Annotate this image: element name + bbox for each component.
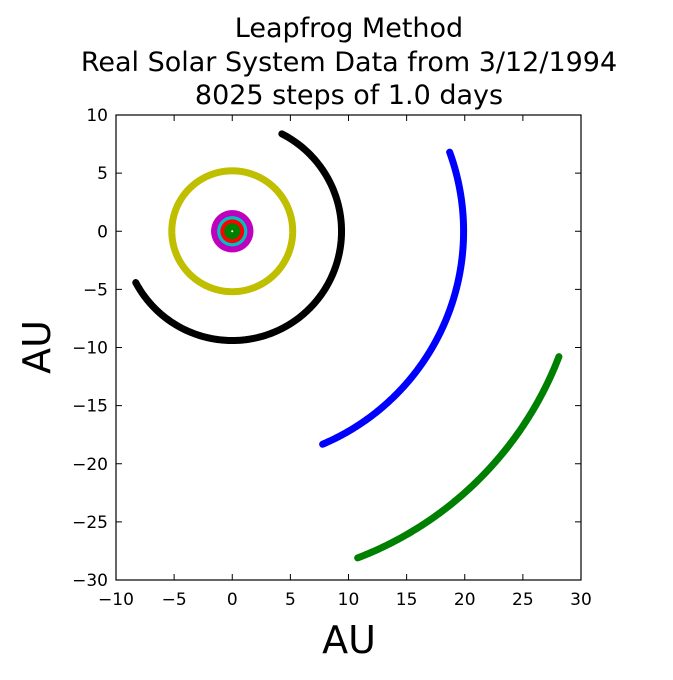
title-line-2: Real Solar System Data from 3/12/1994 bbox=[81, 47, 617, 78]
x-tick-label: −5 bbox=[162, 590, 187, 610]
y-tick-label: −30 bbox=[72, 571, 108, 591]
orbit-series-7 bbox=[224, 223, 241, 240]
orbit-series-3 bbox=[168, 167, 297, 296]
y-tick-label: −10 bbox=[72, 339, 108, 359]
y-tick-label: −5 bbox=[83, 280, 108, 300]
x-tick-label: 5 bbox=[285, 590, 296, 610]
orbit-series-4 bbox=[211, 210, 254, 253]
axis-ticks: −10 −5 0 5 10 15 20 25 30 10 5 0 −5 −10 −15 −20 −25 −30 bbox=[72, 106, 592, 610]
orbit-series-6 bbox=[220, 219, 245, 244]
title-line-3: 8025 steps of 1.0 days bbox=[195, 80, 503, 111]
y-axis-label: AU bbox=[15, 320, 59, 374]
x-tick-label: 15 bbox=[396, 590, 418, 610]
y-tick-label: −20 bbox=[72, 455, 108, 475]
x-tick-label: 30 bbox=[570, 590, 592, 610]
y-tick-label: −25 bbox=[72, 513, 108, 533]
orbit-series-1 bbox=[319, 148, 468, 448]
x-tick-label: 10 bbox=[338, 590, 360, 610]
y-tick-label: −15 bbox=[72, 397, 108, 417]
x-tick-label: −10 bbox=[98, 590, 134, 610]
orbit-series-0 bbox=[132, 130, 346, 345]
x-axis-label: AU bbox=[322, 618, 376, 662]
y-tick-label: 10 bbox=[86, 106, 108, 126]
x-tick-label: 25 bbox=[512, 590, 534, 610]
y-tick-label: 5 bbox=[97, 164, 108, 184]
y-tick-label: 0 bbox=[97, 222, 108, 242]
x-tick-label: 0 bbox=[227, 590, 238, 610]
plot-area bbox=[132, 130, 563, 562]
title-line-1: Leapfrog Method bbox=[235, 13, 463, 44]
orbit-series-2 bbox=[354, 353, 563, 562]
chart-title: Leapfrog Method Real Solar System Data f… bbox=[81, 13, 617, 111]
x-tick-label: 20 bbox=[454, 590, 476, 610]
